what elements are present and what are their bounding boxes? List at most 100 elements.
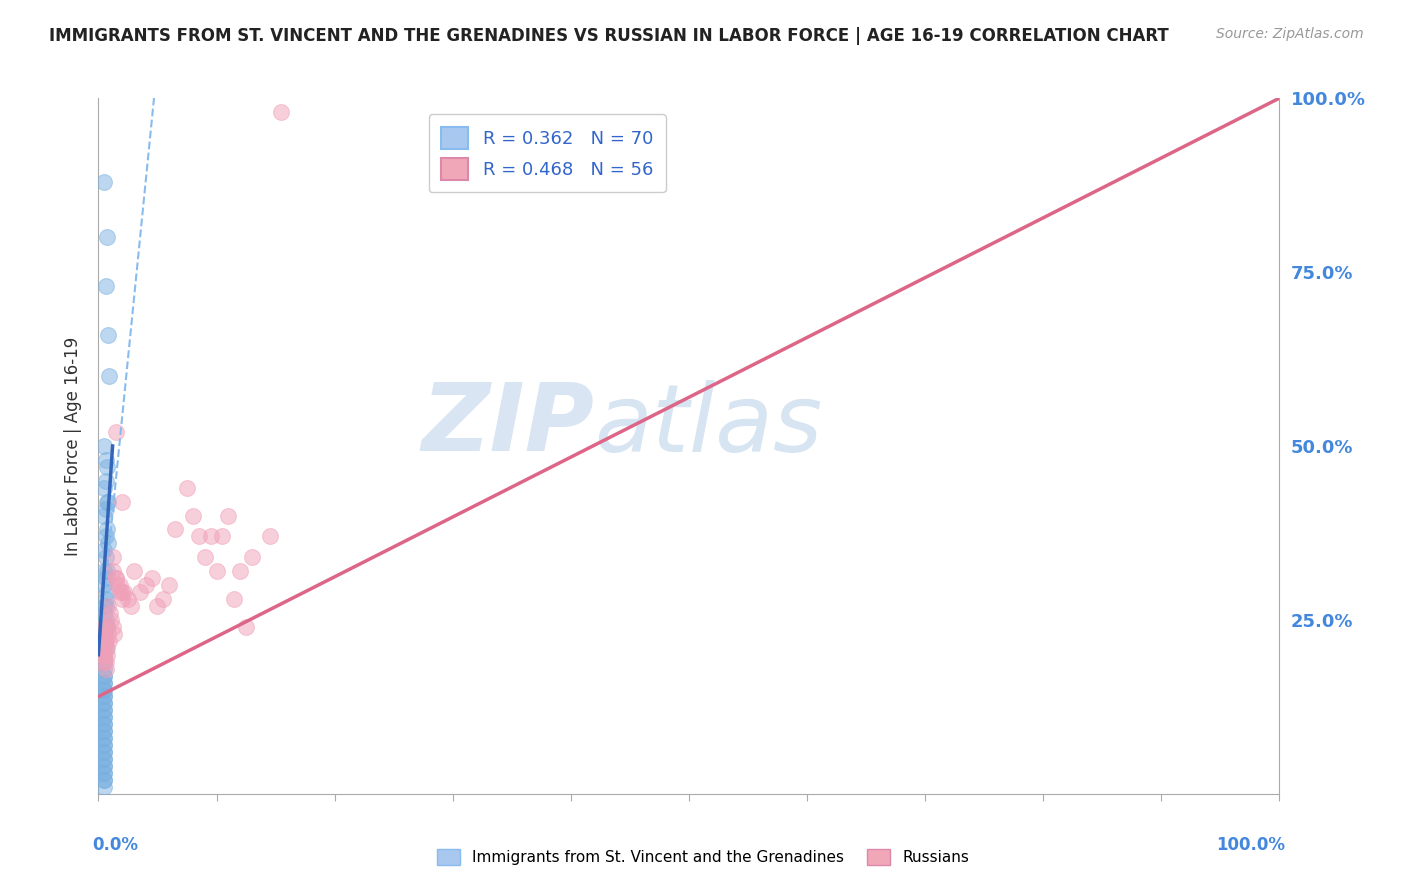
Point — [94, 501, 117, 516]
Point — [93, 675, 115, 690]
Point — [97, 536, 120, 550]
Point — [103, 627, 125, 641]
Point — [235, 620, 257, 634]
Point — [229, 564, 252, 578]
Point — [94, 599, 117, 613]
Point — [94, 592, 117, 607]
Point — [152, 592, 174, 607]
Point — [93, 759, 115, 773]
Point — [96, 648, 118, 662]
Point — [94, 640, 117, 655]
Point — [205, 564, 228, 578]
Point — [93, 690, 115, 704]
Point — [93, 724, 115, 739]
Point — [101, 564, 124, 578]
Point — [165, 523, 187, 537]
Point — [93, 682, 115, 697]
Point — [96, 620, 118, 634]
Point — [93, 508, 115, 523]
Point — [96, 459, 118, 474]
Point — [93, 703, 115, 717]
Point — [112, 585, 135, 599]
Text: 0.0%: 0.0% — [93, 836, 139, 854]
Point — [93, 772, 115, 787]
Point — [96, 564, 118, 578]
Point — [96, 523, 118, 537]
Point — [94, 529, 117, 543]
Point — [176, 481, 198, 495]
Point — [93, 606, 115, 620]
Text: Source: ZipAtlas.com: Source: ZipAtlas.com — [1216, 27, 1364, 41]
Point — [93, 633, 115, 648]
Point — [94, 550, 117, 565]
Point — [93, 697, 115, 711]
Point — [93, 668, 115, 682]
Text: IMMIGRANTS FROM ST. VINCENT AND THE GRENADINES VS RUSSIAN IN LABOR FORCE | AGE 1: IMMIGRANTS FROM ST. VINCENT AND THE GREN… — [49, 27, 1168, 45]
Point — [93, 627, 115, 641]
Point — [157, 578, 180, 592]
Point — [93, 697, 115, 711]
Point — [94, 655, 117, 669]
Point — [240, 550, 263, 565]
Point — [135, 578, 157, 592]
Point — [94, 662, 117, 676]
Point — [105, 425, 128, 439]
Point — [93, 675, 115, 690]
Point — [97, 494, 120, 508]
Point — [93, 599, 115, 613]
Point — [93, 648, 115, 662]
Point — [94, 571, 117, 585]
Point — [93, 481, 115, 495]
Point — [93, 731, 115, 746]
Point — [211, 529, 233, 543]
Point — [224, 592, 246, 607]
Point — [101, 620, 124, 634]
Point — [108, 578, 131, 592]
Point — [93, 640, 115, 655]
Point — [93, 710, 115, 724]
Point — [105, 578, 128, 592]
Point — [93, 633, 115, 648]
Legend: R = 0.362   N = 70, R = 0.468   N = 56: R = 0.362 N = 70, R = 0.468 N = 56 — [429, 114, 666, 193]
Point — [97, 599, 120, 613]
Point — [98, 633, 121, 648]
Point — [98, 369, 121, 384]
Point — [93, 682, 115, 697]
Point — [105, 571, 128, 585]
Point — [122, 564, 145, 578]
Point — [94, 613, 117, 627]
Point — [111, 494, 134, 508]
Point — [94, 279, 117, 293]
Point — [93, 717, 115, 731]
Point — [259, 529, 281, 543]
Point — [181, 508, 204, 523]
Text: atlas: atlas — [595, 380, 823, 471]
Point — [96, 230, 118, 244]
Point — [93, 668, 115, 682]
Text: ZIP: ZIP — [422, 379, 595, 471]
Point — [93, 780, 115, 794]
Point — [200, 529, 222, 543]
Point — [93, 752, 115, 766]
Point — [93, 439, 115, 453]
Point — [187, 529, 209, 543]
Text: 100.0%: 100.0% — [1216, 836, 1285, 854]
Point — [93, 724, 115, 739]
Point — [94, 453, 117, 467]
Point — [93, 648, 115, 662]
Point — [93, 738, 115, 752]
Point — [121, 599, 143, 613]
Point — [93, 703, 115, 717]
Point — [93, 578, 115, 592]
Point — [93, 752, 115, 766]
Y-axis label: In Labor Force | Age 16-19: In Labor Force | Age 16-19 — [63, 336, 82, 556]
Point — [93, 731, 115, 746]
Point — [270, 105, 292, 120]
Point — [94, 633, 117, 648]
Point — [93, 710, 115, 724]
Point — [105, 571, 128, 585]
Point — [97, 327, 120, 342]
Point — [93, 662, 115, 676]
Point — [93, 759, 115, 773]
Point — [93, 175, 115, 189]
